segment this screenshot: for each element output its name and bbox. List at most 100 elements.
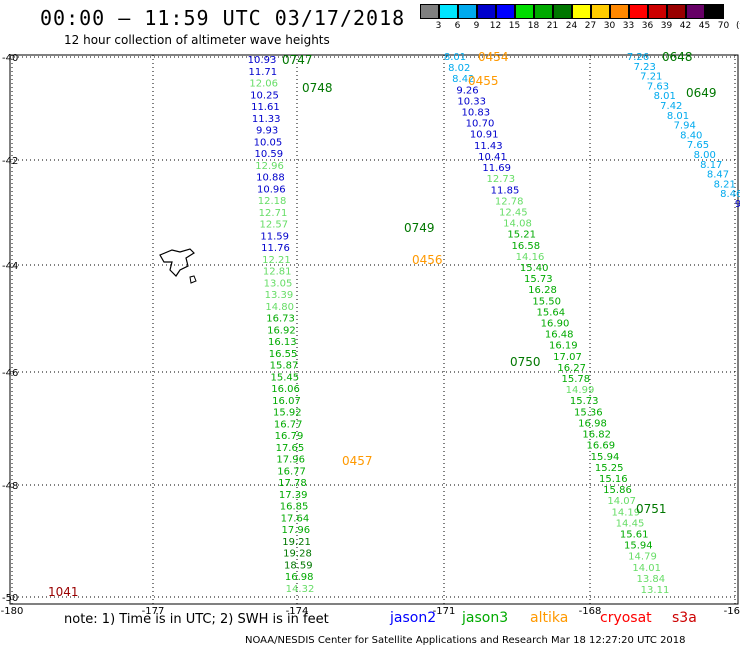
wave-value: 16.27 [557,363,586,374]
wave-value: 7.23 [634,62,656,73]
wave-value: 10.33 [457,96,486,107]
wave-value: 16.77 [274,419,303,430]
wave-value: 15.16 [599,474,628,485]
wave-value: 15.40 [520,263,549,274]
wave-value: 17.64 [281,514,310,525]
lon-label: -165 [724,606,740,617]
wave-value: 19.28 [283,549,312,560]
wave-value: 8.21 [714,179,736,190]
wave-value: 15.73 [524,274,553,285]
wave-value: 17.65 [276,443,305,454]
scale-label: 39 [660,21,673,31]
scale-swatch [686,4,705,19]
wave-value: 13.39 [265,290,294,301]
scale-swatch [477,4,496,19]
pass-time-label: 1041 [48,585,79,599]
wave-value: 16.79 [275,431,304,442]
wave-value: 10.25 [250,90,279,101]
scale-swatch [515,4,534,19]
wave-value: 14.19 [611,507,640,518]
scale-swatch [610,4,629,19]
mission-altika: altika [530,610,569,626]
wave-value: 10.70 [466,119,495,130]
scale-swatch [572,4,591,19]
wave-value: 13.05 [264,278,293,289]
wave-value: 7.26 [627,52,649,63]
wave-value: 18.59 [284,561,313,572]
lat-label: -50 [2,593,18,604]
lat-label: -48 [2,481,18,492]
wave-value: 8.40 [680,130,702,141]
scale-label: 27 [584,21,597,31]
wave-value: 11.85 [491,185,520,196]
wave-value: 16.85 [280,502,309,513]
scale-swatch [705,4,724,19]
scale-swatch [629,4,648,19]
wave-value: 16.82 [582,430,611,441]
wave-value: 15.78 [561,374,590,385]
pass-time-label: 0455 [468,74,499,88]
scale-label: 33 [622,21,635,31]
mission-s3a: s3a [672,610,697,626]
wave-value: 12.45 [499,208,528,219]
wave-value: 8.01 [654,91,676,102]
wave-value: 16.69 [586,441,615,452]
wave-value: 14.45 [616,518,645,529]
pass-time-label: 0454 [478,50,509,64]
wave-value: 16.98 [285,572,314,583]
wave-value: 12.96 [255,161,284,172]
pass-time-label: 0747 [282,53,313,67]
wave-value: 8.42 [452,74,474,85]
wave-value: 15.45 [270,372,299,383]
wave-value: 16.58 [511,241,540,252]
wave-value: 11.59 [260,231,289,242]
wave-value: 11.61 [251,102,280,113]
scale-label: 42 [679,21,692,31]
scale-unit: (ft) [736,21,740,31]
altimeter-tracks: 10.9311.7112.0610.2511.6111.339.9310.051… [48,50,740,599]
wave-value: 12.18 [258,196,287,207]
wave-value: 16.98 [578,418,607,429]
scale-label: 12 [489,21,502,31]
wave-value: 16.73 [266,314,295,325]
lat-label: -42 [2,156,18,167]
wave-value: 7.63 [647,81,669,92]
scale-swatch [439,4,458,19]
wave-value: 7.65 [687,140,709,151]
scale-label: 3 [435,21,442,31]
wave-value: 16.90 [541,319,570,330]
wave-value: 12.06 [249,79,278,90]
wave-value: 15.64 [536,307,565,318]
scale-label: 9 [473,21,480,31]
wave-value: 15.86 [603,485,632,496]
lon-label: -177 [142,606,165,617]
wave-value: 15.21 [507,230,536,241]
scale-label: 15 [508,21,521,31]
scale-swatch [496,4,515,19]
pass-time-label: 0751 [636,502,667,516]
wave-value: 15.87 [270,361,299,372]
scale-swatch [458,4,477,19]
wave-value: 10.93 [248,55,277,66]
wave-value: 16.07 [272,396,301,407]
map-subtitle: 12 hour collection of altimeter wave hei… [64,33,330,47]
wave-value: 14.79 [628,552,657,563]
lon-label: -174 [286,606,309,617]
pass-time-label: 0749 [404,221,435,235]
wave-value: 17.78 [278,478,307,489]
wave-value: 15.94 [624,541,653,552]
map-frame [9,54,739,605]
wave-value: 8.01 [667,111,689,122]
wave-value: 12.73 [486,174,515,185]
axis-labels: -40 -42 -44 -46 -48 -50 -180 -177 -174 -171 -168 -1… [1,53,740,617]
wave-value: 10.96 [257,184,286,195]
wave-value: 16.06 [271,384,300,395]
scale-swatch [648,4,667,19]
wave-value: 16.55 [269,349,298,360]
scale-label: 24 [565,21,578,31]
wave-value: 13.84 [636,574,665,585]
wave-value: 14.01 [632,563,661,574]
wave-value: 14.32 [286,584,315,595]
scale-label: 6 [454,21,461,31]
scale-label: 45 [698,21,711,31]
